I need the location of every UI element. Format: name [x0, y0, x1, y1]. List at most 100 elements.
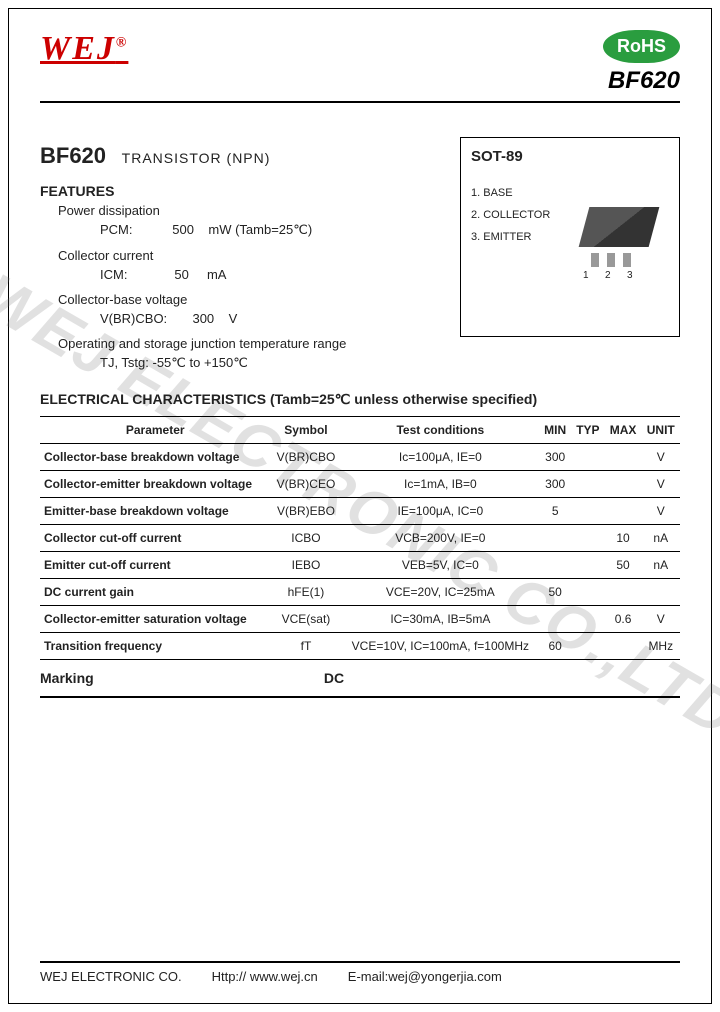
- cell-cond: IC=30mA, IB=5mA: [342, 606, 540, 633]
- pd-unit: mW (Tamb=25℃): [208, 222, 312, 237]
- cell-param: Transition frequency: [40, 633, 270, 660]
- table-row: Collector-base breakdown voltageV(BR)CBO…: [40, 444, 680, 471]
- table-row: Collector cut-off currentICBOVCB=200V, I…: [40, 525, 680, 552]
- cell-param: Collector cut-off current: [40, 525, 270, 552]
- footer-url: Http:// www.wej.cn: [212, 969, 318, 984]
- reg-mark: ®: [116, 36, 128, 51]
- cell-unit: V: [642, 498, 680, 525]
- package-title: SOT-89: [471, 148, 669, 165]
- col-max: MAX: [605, 417, 642, 444]
- table-row: Collector-emitter breakdown voltageV(BR)…: [40, 471, 680, 498]
- table-row: DC current gainhFE(1)VCE=20V, IC=25mA50: [40, 579, 680, 606]
- chip-body: [579, 207, 660, 247]
- cell-unit: MHz: [642, 633, 680, 660]
- cell-sym: V(BR)CEO: [270, 471, 341, 498]
- chip-lead-2: [607, 253, 615, 267]
- header: WEJ® RoHS BF620: [40, 30, 680, 103]
- cell-cond: VEB=5V, IC=0: [342, 552, 540, 579]
- cell-typ: [571, 552, 604, 579]
- cell-unit: nA: [642, 525, 680, 552]
- table-row: Emitter-base breakdown voltageV(BR)EBOIE…: [40, 498, 680, 525]
- footer-email: E-mail:wej@yongerjia.com: [348, 969, 502, 984]
- pin2-label: 2. COLLECTOR: [471, 209, 561, 221]
- cell-typ: [571, 606, 604, 633]
- pin1-label: 1. BASE: [471, 187, 561, 199]
- cell-typ: [571, 633, 604, 660]
- pin-list: 1. BASE 2. COLLECTOR 3. EMITTER: [471, 177, 561, 253]
- tj-label: Operating and storage junction temperatu…: [58, 336, 680, 351]
- content: SOT-89 1. BASE 2. COLLECTOR 3. EMITTER 1…: [40, 143, 680, 698]
- pin3-label: 3. EMITTER: [471, 231, 561, 243]
- cell-min: [539, 552, 571, 579]
- footer: WEJ ELECTRONIC CO. Http:// www.wej.cn E-…: [40, 961, 680, 984]
- cell-unit: V: [642, 606, 680, 633]
- chip-lead-3: [623, 253, 631, 267]
- part-number-header: BF620: [603, 67, 680, 95]
- cell-min: 5: [539, 498, 571, 525]
- cell-sym: ICBO: [270, 525, 341, 552]
- cell-cond: Ic=1mA, IB=0: [342, 471, 540, 498]
- cell-min: [539, 525, 571, 552]
- cell-param: Collector-emitter breakdown voltage: [40, 471, 270, 498]
- cell-sym: fT: [270, 633, 341, 660]
- ec-heading: ELECTRICAL CHARACTERISTICS (Tamb=25℃ unl…: [40, 391, 680, 408]
- cell-sym: hFE(1): [270, 579, 341, 606]
- marking-row: Marking DC: [40, 660, 680, 698]
- chip-drawing: 1 2 3: [569, 197, 669, 297]
- table-row: Transition frequencyfTVCE=10V, IC=100mA,…: [40, 633, 680, 660]
- pd-val: 500: [172, 222, 194, 237]
- cell-max: [605, 498, 642, 525]
- marking-value: DC: [324, 670, 344, 686]
- cell-unit: V: [642, 444, 680, 471]
- ic-sym: ICM:: [100, 267, 127, 282]
- cell-param: Collector-emitter saturation voltage: [40, 606, 270, 633]
- pd-sym: PCM:: [100, 222, 133, 237]
- cell-sym: IEBO: [270, 552, 341, 579]
- header-right: RoHS BF620: [603, 30, 680, 95]
- cell-min: 50: [539, 579, 571, 606]
- col-cond: Test conditions: [342, 417, 540, 444]
- cell-max: [605, 471, 642, 498]
- marking-label: Marking: [40, 670, 320, 686]
- cell-min: 60: [539, 633, 571, 660]
- cell-unit: V: [642, 471, 680, 498]
- cell-unit: nA: [642, 552, 680, 579]
- cell-typ: [571, 444, 604, 471]
- cell-typ: [571, 525, 604, 552]
- cell-typ: [571, 471, 604, 498]
- brand-logo: WEJ®: [40, 30, 128, 68]
- part-title: BF620: [40, 143, 106, 168]
- part-type: TRANSISTOR (NPN): [122, 150, 271, 166]
- cell-cond: VCE=10V, IC=100mA, f=100MHz: [342, 633, 540, 660]
- cell-max: 10: [605, 525, 642, 552]
- cell-max: [605, 579, 642, 606]
- cell-min: 300: [539, 471, 571, 498]
- cell-min: [539, 606, 571, 633]
- cell-max: [605, 444, 642, 471]
- ic-unit: mA: [207, 267, 227, 282]
- cell-sym: V(BR)EBO: [270, 498, 341, 525]
- cell-max: 0.6: [605, 606, 642, 633]
- cell-cond: Ic=100μA, IE=0: [342, 444, 540, 471]
- cell-sym: V(BR)CBO: [270, 444, 341, 471]
- vcb-unit: V: [229, 311, 238, 326]
- brand-text: WEJ: [40, 30, 116, 67]
- cell-cond: IE=100μA, IC=0: [342, 498, 540, 525]
- vcb-sym: V(BR)CBO:: [100, 311, 167, 326]
- cell-cond: VCB=200V, IE=0: [342, 525, 540, 552]
- characteristics-table: Parameter Symbol Test conditions MIN TYP…: [40, 416, 680, 660]
- datasheet-page: WEJ ELECTRONIC CO.,LTD WEJ® RoHS BF620 S…: [0, 0, 720, 1012]
- chip-lead-1: [591, 253, 599, 267]
- cell-param: Collector-base breakdown voltage: [40, 444, 270, 471]
- table-header: Parameter Symbol Test conditions MIN TYP…: [40, 417, 680, 444]
- lead-num-3: 3: [627, 270, 633, 281]
- cell-cond: VCE=20V, IC=25mA: [342, 579, 540, 606]
- table-row: Collector-emitter saturation voltageVCE(…: [40, 606, 680, 633]
- tj-val: TJ, Tstg: -55℃ to +150℃: [100, 355, 680, 371]
- cell-param: DC current gain: [40, 579, 270, 606]
- cell-param: Emitter-base breakdown voltage: [40, 498, 270, 525]
- ic-val: 50: [174, 267, 188, 282]
- cell-param: Emitter cut-off current: [40, 552, 270, 579]
- cell-sym: VCE(sat): [270, 606, 341, 633]
- col-param: Parameter: [40, 417, 270, 444]
